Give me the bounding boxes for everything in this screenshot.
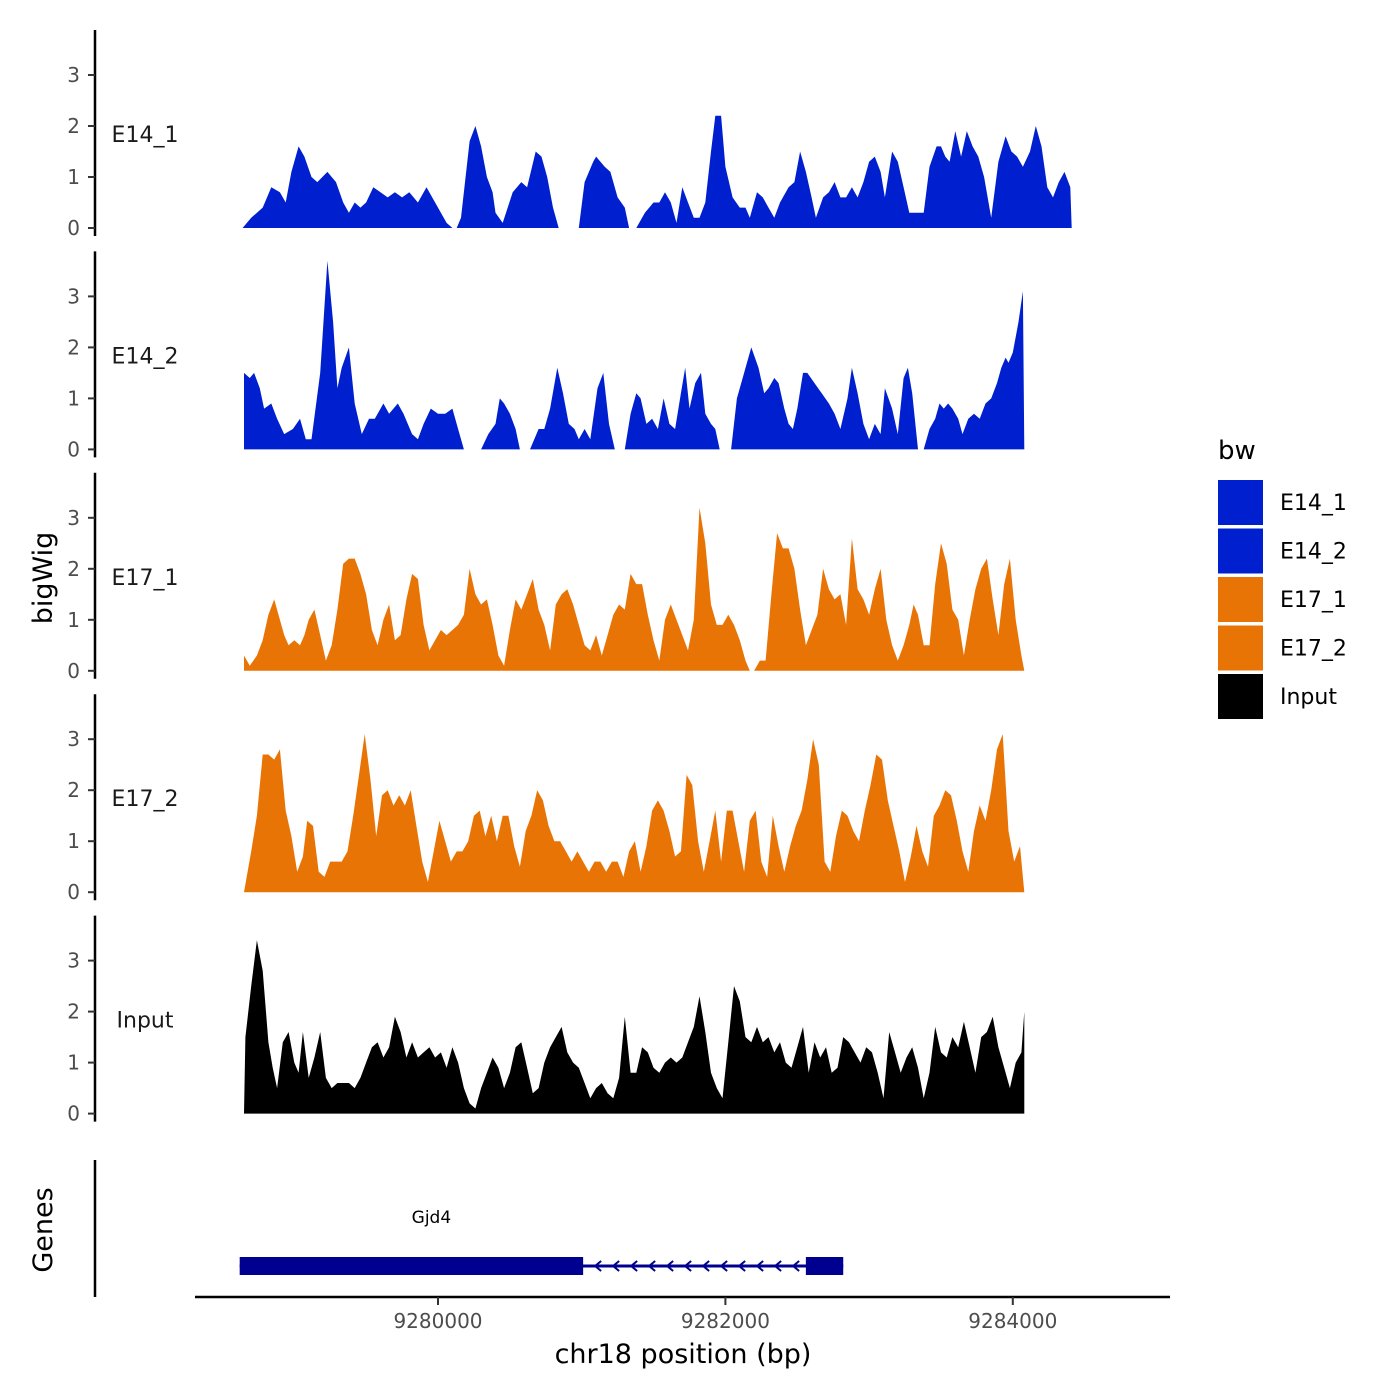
legend-swatch — [1218, 480, 1263, 525]
strand-arrow — [701, 1260, 710, 1272]
legend-label: E17_1 — [1280, 588, 1347, 613]
strand-arrow — [683, 1260, 692, 1272]
x-tick-label: 9282000 — [681, 1309, 770, 1333]
strand-arrow — [665, 1260, 674, 1272]
y-tick-label: 3 — [67, 727, 80, 751]
genes-layer: Gjd4 9280000 9282000 9284000 — [93, 1160, 1170, 1333]
y-tick-label: 0 — [67, 216, 80, 240]
legend-swatch — [1218, 528, 1263, 574]
legend-item: Input — [1218, 674, 1337, 719]
gene-exon — [805, 1257, 844, 1275]
legend-item: E17_1 — [1218, 577, 1347, 622]
y-tick-label: 2 — [67, 114, 80, 138]
track-label: E17_2 — [112, 787, 179, 812]
legend-title: bw — [1218, 436, 1256, 466]
strand-arrow — [647, 1260, 656, 1272]
x-tick-label: 9280000 — [393, 1309, 482, 1333]
strand-arrow — [611, 1260, 620, 1272]
x-tick-label: 9284000 — [968, 1309, 1057, 1333]
y-axis-title: bigWig — [28, 532, 59, 625]
track-label: E17_1 — [112, 566, 179, 591]
y-tick-label: 1 — [67, 1051, 80, 1075]
track-label: E14_1 — [112, 123, 179, 148]
legend-swatch — [1218, 674, 1263, 719]
signal-area — [244, 507, 1025, 671]
signal-area — [244, 940, 1025, 1114]
strand-arrow — [755, 1260, 764, 1272]
y-tick-label: 3 — [67, 284, 80, 308]
tracks-layer: 0 1 2 3 E14_1 0 1 2 3 E14_2 0 1 2 3 E17_1 0 1 2 3 E17_2 0 1 2 3… — [67, 30, 1072, 1126]
y-tick-label: 1 — [67, 608, 80, 632]
genes-axis-title: Genes — [28, 1187, 59, 1272]
y-tick-label: 2 — [67, 557, 80, 581]
y-tick-label: 0 — [67, 1102, 80, 1126]
signal-area — [242, 115, 1072, 228]
y-tick-label: 3 — [67, 506, 80, 530]
gene-exon — [239, 1257, 584, 1275]
legend-item: E17_2 — [1218, 625, 1347, 671]
x-axis-title: chr18 position (bp) — [555, 1339, 812, 1370]
track-e17-2: 0 1 2 3 E17_2 — [67, 694, 1025, 904]
legend-swatch — [1218, 625, 1263, 671]
x-axis: 9280000 9282000 9284000 — [195, 1295, 1170, 1333]
signal-area — [244, 734, 1025, 893]
legend-label: E14_2 — [1280, 540, 1347, 565]
y-tick-label: 3 — [67, 63, 80, 87]
track-e14-2: 0 1 2 3 E14_2 — [67, 251, 1025, 461]
legend-label: E17_2 — [1280, 637, 1347, 662]
y-tick-label: 1 — [67, 386, 80, 410]
y-tick-label: 2 — [67, 778, 80, 802]
gene-label: Gjd4 — [412, 1208, 452, 1228]
legend: bw E14_1 E14_2 E17_1 E17_2 Input — [1218, 436, 1347, 719]
track-input: 0 1 2 3 Input — [67, 915, 1025, 1126]
gene-model: Gjd4 — [239, 1208, 844, 1275]
track-label: Input — [117, 1009, 174, 1034]
strand-arrow — [791, 1260, 800, 1272]
strand-arrow — [719, 1260, 728, 1272]
legend-label: E14_1 — [1280, 491, 1347, 516]
strand-arrow — [629, 1260, 638, 1272]
strand-arrow — [593, 1260, 602, 1272]
y-tick-label: 1 — [67, 165, 80, 189]
strand-arrow — [737, 1260, 746, 1272]
legend-swatch — [1218, 577, 1263, 622]
y-tick-label: 0 — [67, 659, 80, 683]
signal-area — [244, 260, 1025, 450]
legend-item: E14_2 — [1218, 528, 1347, 574]
track-e14-1: 0 1 2 3 E14_1 — [67, 30, 1072, 240]
y-tick-label: 3 — [67, 949, 80, 973]
track-label: E14_2 — [112, 344, 179, 369]
legend-item: E14_1 — [1218, 480, 1347, 525]
y-tick-label: 2 — [67, 335, 80, 359]
y-tick-label: 0 — [67, 437, 80, 461]
strand-arrow — [773, 1260, 782, 1272]
legend-label: Input — [1280, 685, 1337, 710]
track-e17-1: 0 1 2 3 E17_1 — [67, 472, 1025, 683]
y-tick-label: 1 — [67, 829, 80, 853]
y-tick-label: 2 — [67, 1000, 80, 1024]
y-tick-label: 0 — [67, 880, 80, 904]
